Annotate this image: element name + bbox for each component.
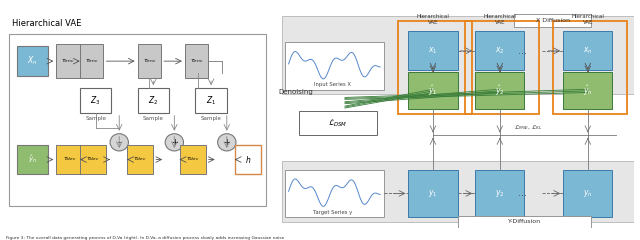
FancyBboxPatch shape xyxy=(56,44,80,78)
FancyBboxPatch shape xyxy=(282,161,634,222)
FancyBboxPatch shape xyxy=(138,44,161,78)
FancyBboxPatch shape xyxy=(458,216,591,228)
Text: $\tau_{enc}$: $\tau_{enc}$ xyxy=(85,57,99,65)
Circle shape xyxy=(110,134,129,151)
FancyBboxPatch shape xyxy=(195,88,227,113)
Text: Sample: Sample xyxy=(85,116,106,121)
Text: $\tau_{enc}$: $\tau_{enc}$ xyxy=(143,57,156,65)
Text: Hierarchical
VAE: Hierarchical VAE xyxy=(483,14,516,25)
Text: $\tau_{dec}$: $\tau_{dec}$ xyxy=(86,156,100,163)
FancyBboxPatch shape xyxy=(282,16,634,94)
Text: $\tau_{dec}$: $\tau_{dec}$ xyxy=(63,156,76,163)
Text: $\tau_{enc}$: $\tau_{enc}$ xyxy=(190,57,204,65)
Text: $X_n$: $X_n$ xyxy=(28,55,38,67)
Text: ...: ... xyxy=(518,46,527,56)
FancyBboxPatch shape xyxy=(9,34,266,206)
FancyBboxPatch shape xyxy=(563,31,612,70)
Text: $\hat{y}_n$: $\hat{y}_n$ xyxy=(28,154,37,165)
Text: $\mathcal{L}_{MSE}, \mathcal{L}_{KL}$: $\mathcal{L}_{MSE}, \mathcal{L}_{KL}$ xyxy=(514,123,542,132)
Text: $Z_3$: $Z_3$ xyxy=(90,94,101,107)
Text: +: + xyxy=(171,138,178,147)
FancyBboxPatch shape xyxy=(80,88,111,113)
Text: $x_n$: $x_n$ xyxy=(583,46,593,56)
FancyBboxPatch shape xyxy=(408,72,458,109)
Text: Hierarchical
VAE: Hierarchical VAE xyxy=(572,14,604,25)
Text: Denoising: Denoising xyxy=(278,89,313,95)
FancyBboxPatch shape xyxy=(285,42,384,90)
Text: Input Series X: Input Series X xyxy=(314,82,351,86)
Text: $\hat{y}_2$: $\hat{y}_2$ xyxy=(495,84,505,98)
Text: Sample: Sample xyxy=(200,116,221,121)
Circle shape xyxy=(165,134,184,151)
Text: Sample: Sample xyxy=(143,116,164,121)
FancyBboxPatch shape xyxy=(185,44,209,78)
FancyBboxPatch shape xyxy=(408,31,458,70)
FancyBboxPatch shape xyxy=(80,145,106,174)
Text: -: - xyxy=(118,138,121,147)
FancyBboxPatch shape xyxy=(80,44,104,78)
Text: $\hat{y}_n$: $\hat{y}_n$ xyxy=(583,84,593,98)
FancyBboxPatch shape xyxy=(514,14,591,27)
Text: X Diffusion: X Diffusion xyxy=(536,18,570,23)
Text: +: + xyxy=(223,138,230,147)
FancyBboxPatch shape xyxy=(17,145,49,174)
FancyBboxPatch shape xyxy=(476,170,525,217)
Text: Hierarchical VAE: Hierarchical VAE xyxy=(12,19,81,28)
FancyBboxPatch shape xyxy=(563,72,612,109)
Text: $x_2$: $x_2$ xyxy=(495,46,505,56)
FancyBboxPatch shape xyxy=(235,145,261,174)
FancyBboxPatch shape xyxy=(17,46,49,76)
Text: Y-Diffusion: Y-Diffusion xyxy=(508,219,541,224)
FancyBboxPatch shape xyxy=(476,72,525,109)
Text: $y_n$: $y_n$ xyxy=(583,188,593,199)
Text: $\tau_{enc}$: $\tau_{enc}$ xyxy=(61,57,75,65)
FancyBboxPatch shape xyxy=(563,170,612,217)
Text: $x_1$: $x_1$ xyxy=(428,46,438,56)
FancyBboxPatch shape xyxy=(285,170,384,217)
FancyBboxPatch shape xyxy=(127,145,154,174)
FancyBboxPatch shape xyxy=(408,170,458,217)
FancyBboxPatch shape xyxy=(476,31,525,70)
Text: Target Series y: Target Series y xyxy=(313,210,352,215)
Text: $\tau_{dec}$: $\tau_{dec}$ xyxy=(186,156,200,163)
Text: $\tau_{dec}$: $\tau_{dec}$ xyxy=(133,156,147,163)
FancyBboxPatch shape xyxy=(138,88,169,113)
FancyBboxPatch shape xyxy=(300,111,377,135)
FancyBboxPatch shape xyxy=(56,145,83,174)
Text: $y_1$: $y_1$ xyxy=(428,188,438,199)
FancyBboxPatch shape xyxy=(180,145,206,174)
Text: Hierarchical
VAE: Hierarchical VAE xyxy=(417,14,449,25)
Text: $\mathcal{L}_{DSM}$: $\mathcal{L}_{DSM}$ xyxy=(328,118,348,129)
Text: $Z_2$: $Z_2$ xyxy=(148,94,159,107)
Circle shape xyxy=(218,134,236,151)
Text: $h$: $h$ xyxy=(244,154,251,165)
Text: $Z_1$: $Z_1$ xyxy=(206,94,216,107)
Text: ...: ... xyxy=(518,188,527,198)
Text: $\hat{y}_1$: $\hat{y}_1$ xyxy=(428,84,438,98)
Text: Figure 3: The overall data generating process of D-Va (right). In D-Va, a diffus: Figure 3: The overall data generating pr… xyxy=(6,236,285,240)
Text: $y_2$: $y_2$ xyxy=(495,188,504,199)
